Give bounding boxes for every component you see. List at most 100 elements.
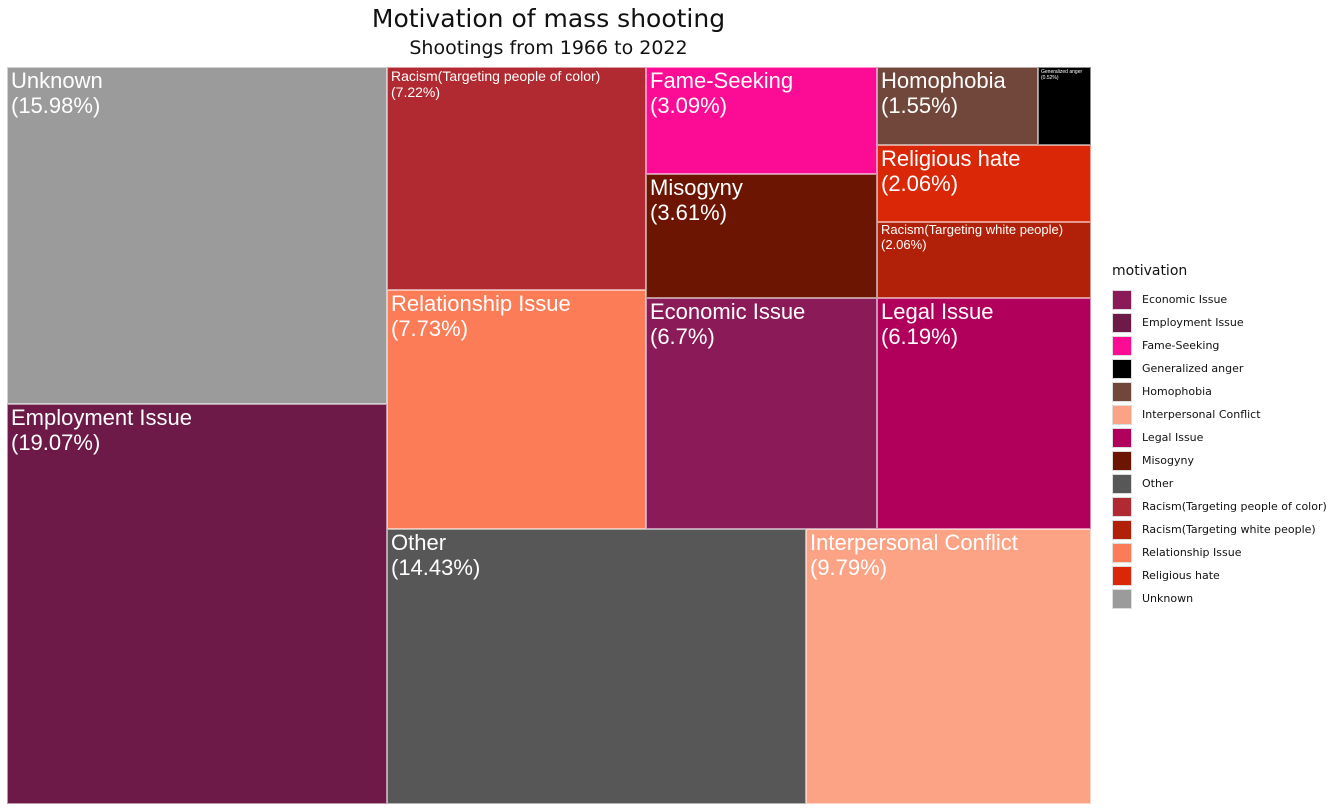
chart-subtitle: Shootings from 1966 to 2022	[409, 37, 688, 59]
tile-label: Unknown (15.98%)	[11, 68, 103, 119]
treemap-tile: Religious hate (2.06%)	[877, 145, 1091, 222]
tile-category-label: Other	[391, 530, 447, 555]
treemap-tile: Other (14.43%)	[387, 529, 806, 804]
tile-percent-label: (14.43%)	[391, 555, 481, 581]
legend-label: Unknown	[1142, 592, 1194, 605]
treemap-tile: Relationship Issue (7.73%)	[387, 290, 646, 529]
tile-label: Misogyny (3.61%)	[650, 175, 743, 226]
tile-percent-label: (6.7%)	[650, 324, 715, 350]
tile-label: Other (14.43%)	[391, 530, 480, 581]
legend-title: motivation	[1112, 263, 1188, 279]
legend: motivation Economic Issue Employment Issu…	[1112, 263, 1327, 610]
treemap-tile: Misogyny (3.61%)	[646, 174, 877, 298]
legend-item: Generalized anger	[1112, 357, 1327, 380]
legend-swatch	[1112, 427, 1132, 448]
tile-category-label: Religious hate	[881, 146, 1021, 171]
tile-percent-label: (3.09%)	[650, 93, 728, 119]
legend-swatch	[1112, 450, 1132, 471]
legend-swatch	[1112, 289, 1132, 310]
treemap-tile: Racism(Targeting people of color) (7.22%)	[387, 67, 646, 290]
legend-item: Religious hate	[1112, 564, 1327, 587]
treemap-tile: Economic Issue (6.7%)	[646, 298, 877, 529]
legend-item: Racism(Targeting white people)	[1112, 518, 1327, 541]
tile-category-label: Fame-Seeking	[650, 68, 794, 93]
legend-swatch	[1112, 358, 1132, 379]
tile-percent-label: (15.98%)	[11, 93, 101, 119]
legend-item: Homophobia	[1112, 380, 1327, 403]
treemap-tile: Unknown (15.98%)	[7, 67, 387, 404]
legend-item: Misogyny	[1112, 449, 1327, 472]
legend-swatch	[1112, 496, 1132, 517]
legend-swatch	[1112, 381, 1132, 402]
legend-item: Unknown	[1112, 587, 1327, 610]
tile-label: Relationship Issue (7.73%)	[391, 291, 571, 342]
tile-percent-label: (6.19%)	[881, 324, 959, 350]
chart-title: Motivation of mass shooting	[371, 4, 726, 33]
tile-percent-label: (1.55%)	[881, 93, 959, 119]
treemap-tile: Racism(Targeting white people) (2.06%)	[877, 222, 1091, 298]
tile-label: Legal Issue (6.19%)	[881, 299, 994, 350]
legend-label: Interpersonal Conflict	[1142, 408, 1261, 421]
tile-category-label: Misogyny	[650, 175, 743, 200]
tile-percent-label: (2.06%)	[881, 171, 959, 197]
tile-label: Religious hate (2.06%)	[881, 146, 1020, 197]
treemap-tile: Fame-Seeking (3.09%)	[646, 67, 877, 174]
treemap-tile: Interpersonal Conflict (9.79%)	[806, 529, 1091, 804]
tile-category-label: Interpersonal Conflict	[810, 530, 1018, 555]
legend-item: Other	[1112, 472, 1327, 495]
tile-category-label: Relationship Issue	[391, 291, 571, 316]
legend-items: Economic Issue Employment Issue Fame-Seeki…	[1112, 288, 1327, 610]
legend-label: Misogyny	[1142, 454, 1194, 467]
tile-percent-label: (7.73%)	[391, 316, 469, 342]
legend-label: Homophobia	[1142, 385, 1212, 398]
legend-item: Relationship Issue	[1112, 541, 1327, 564]
legend-label: Generalized anger	[1142, 362, 1244, 375]
legend-label: Fame-Seeking	[1142, 339, 1220, 352]
treemap-tile: Generalized anger (0.52%)	[1038, 67, 1091, 145]
treemap-tile: Employment Issue (19.07%)	[7, 404, 387, 804]
legend-swatch	[1112, 565, 1132, 586]
tile-percent-label: (19.07%)	[11, 430, 101, 456]
tile-label: Generalized anger (0.52%)	[1041, 69, 1083, 82]
legend-label: Relationship Issue	[1142, 546, 1242, 559]
legend-item: Legal Issue	[1112, 426, 1327, 449]
tile-category-label: Racism(Targeting white people)	[881, 222, 1064, 237]
tile-label: Racism(Targeting white people) (2.06%)	[881, 223, 1063, 253]
tile-percent-label: (3.61%)	[650, 200, 728, 226]
legend-item: Employment Issue	[1112, 311, 1327, 334]
legend-label: Employment Issue	[1142, 316, 1244, 329]
legend-label: Racism(Targeting people of color)	[1142, 500, 1327, 513]
tile-label: Racism(Targeting people of color) (7.22%)	[391, 68, 600, 100]
legend-item: Economic Issue	[1112, 288, 1327, 311]
legend-swatch	[1112, 312, 1132, 333]
legend-swatch	[1112, 519, 1132, 540]
legend-label: Legal Issue	[1142, 431, 1204, 444]
tile-percent-label: (2.06%)	[881, 236, 927, 252]
tile-category-label: Homophobia	[881, 68, 1006, 93]
legend-item: Interpersonal Conflict	[1112, 403, 1327, 426]
legend-swatch	[1112, 588, 1132, 609]
tile-category-label: Racism(Targeting people of color)	[391, 68, 601, 84]
legend-swatch	[1112, 473, 1132, 494]
legend-swatch	[1112, 404, 1132, 425]
tile-percent-label: (7.22%)	[391, 84, 441, 101]
tile-percent-label: (0.52%)	[1041, 74, 1059, 81]
legend-label: Economic Issue	[1142, 293, 1228, 306]
legend-swatch	[1112, 335, 1132, 356]
legend-item: Fame-Seeking	[1112, 334, 1327, 357]
legend-label: Religious hate	[1142, 569, 1220, 582]
tile-percent-label: (9.79%)	[810, 555, 888, 581]
tile-category-label: Economic Issue	[650, 299, 806, 324]
legend-item: Racism(Targeting people of color)	[1112, 495, 1327, 518]
tile-label: Interpersonal Conflict (9.79%)	[810, 530, 1018, 581]
treemap-tile: Homophobia (1.55%)	[877, 67, 1038, 145]
legend-swatch	[1112, 542, 1132, 563]
treemap-tile: Legal Issue (6.19%)	[877, 298, 1091, 529]
tile-category-label: Employment Issue	[11, 405, 192, 430]
tile-category-label: Generalized anger	[1041, 69, 1083, 75]
tile-label: Employment Issue (19.07%)	[11, 405, 192, 456]
tile-category-label: Unknown	[11, 68, 103, 93]
tile-label: Economic Issue (6.7%)	[650, 299, 805, 350]
legend-label: Other	[1142, 477, 1174, 490]
